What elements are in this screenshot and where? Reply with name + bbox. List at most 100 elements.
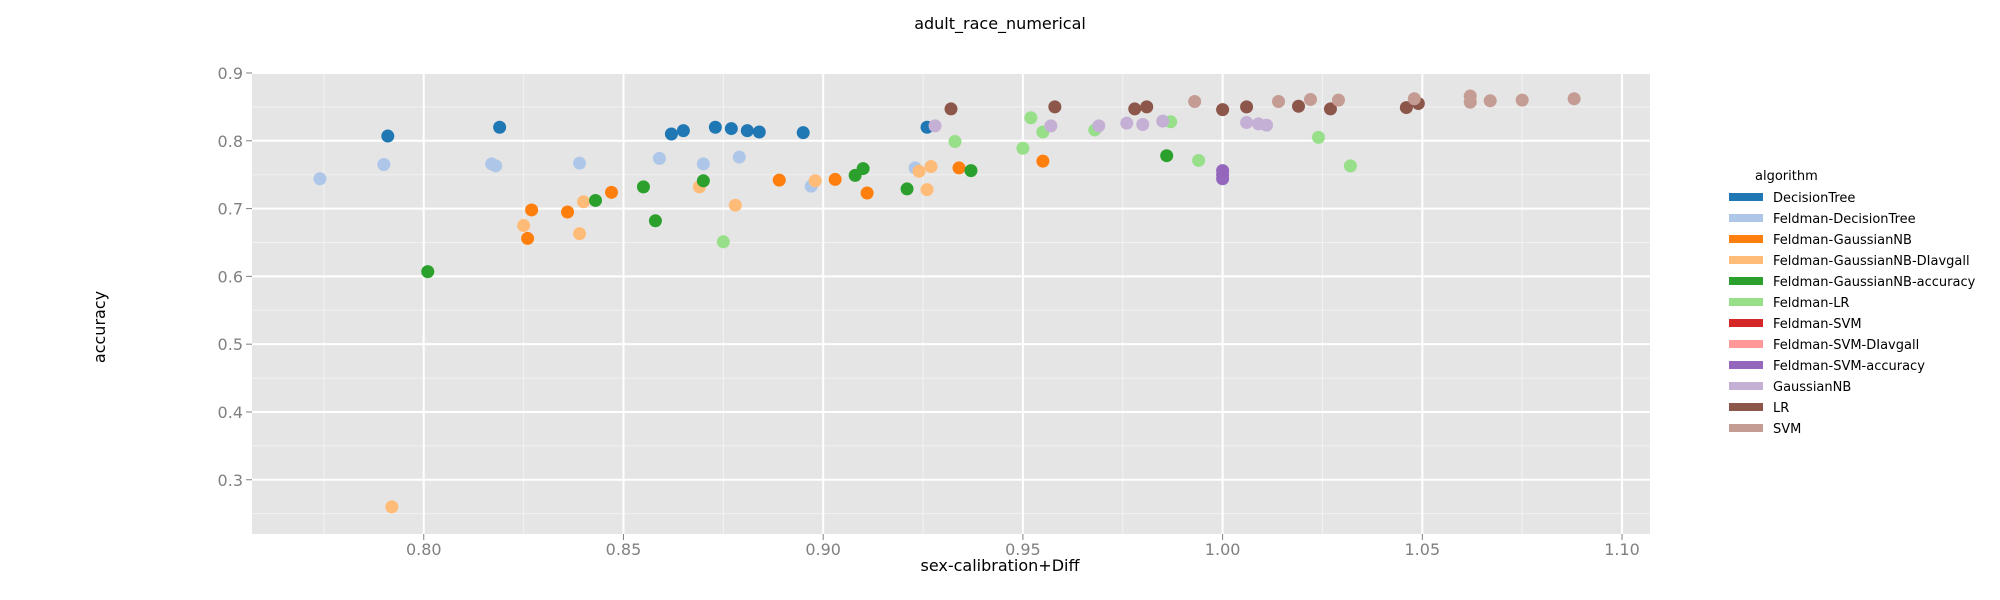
data-point (676, 124, 690, 138)
data-point (1303, 92, 1317, 106)
data-point (944, 102, 958, 116)
data-point (421, 265, 435, 279)
data-point (652, 151, 666, 165)
legend-swatch (1729, 235, 1763, 243)
data-point (828, 172, 842, 186)
data-point (573, 156, 587, 170)
data-point (1399, 101, 1413, 115)
data-point (1483, 94, 1497, 108)
data-point (636, 180, 650, 194)
legend-label: Feldman-SVM-DIavgall (1773, 338, 1919, 353)
data-point (664, 127, 678, 141)
data-point (696, 174, 710, 188)
data-point (912, 164, 926, 178)
data-point (948, 134, 962, 148)
data-point (900, 182, 914, 196)
data-point (1272, 94, 1286, 108)
data-point (604, 185, 618, 199)
series-group (313, 150, 922, 193)
data-point (313, 172, 327, 186)
data-point (1044, 119, 1058, 133)
y-tick-label: 0.3 (218, 471, 243, 490)
data-point (772, 173, 786, 187)
legend-label: Feldman-SVM-accuracy (1773, 359, 1925, 374)
data-point (1331, 93, 1345, 107)
series-group (521, 154, 1050, 245)
data-point (1567, 92, 1581, 106)
series-group (385, 160, 938, 514)
y-tick-label: 0.6 (218, 267, 243, 286)
data-point (385, 500, 399, 514)
legend: algorithm DecisionTree Feldman-DecisionTr… (1729, 169, 1976, 437)
data-point (1311, 130, 1325, 144)
data-point (381, 129, 395, 143)
data-point (928, 119, 942, 133)
data-point (1240, 115, 1254, 129)
legend-swatch (1729, 361, 1763, 369)
x-tick-label: 0.85 (606, 540, 642, 559)
legend-label: Feldman-SVM (1773, 317, 1862, 332)
data-point (952, 161, 966, 175)
data-point (920, 183, 934, 197)
legend-label: Feldman-GaussianNB-DIavgall (1773, 254, 1970, 269)
data-point (1016, 141, 1030, 155)
data-point (1092, 119, 1106, 133)
data-point (1192, 153, 1206, 167)
data-point (1515, 93, 1529, 107)
data-point (1216, 164, 1230, 178)
data-point (1036, 154, 1050, 168)
data-point (732, 150, 746, 164)
data-point (1216, 103, 1230, 117)
series-group (944, 97, 1425, 117)
data-point (924, 160, 938, 174)
x-tick-label: 0.95 (1005, 540, 1041, 559)
data-point (1292, 99, 1306, 113)
data-point (696, 157, 710, 171)
data-point (1156, 114, 1170, 128)
data-point (561, 205, 575, 219)
data-point (1128, 102, 1142, 116)
y-tick-label: 0.5 (218, 335, 243, 354)
data-point (489, 159, 503, 173)
legend-swatch (1729, 256, 1763, 264)
data-point (377, 158, 391, 172)
data-point (728, 198, 742, 212)
data-point (752, 125, 766, 139)
x-tick-label: 1.00 (1205, 540, 1241, 559)
legend-label: Feldman-GaussianNB-accuracy (1773, 275, 1976, 290)
data-point (1120, 116, 1134, 130)
data-point (525, 203, 539, 217)
data-point (740, 124, 754, 138)
grid-lines (252, 72, 1650, 534)
data-point (1024, 111, 1038, 125)
data-point (1188, 94, 1202, 108)
legend-label: SVM (1773, 422, 1801, 437)
legend-swatch (1729, 424, 1763, 432)
data-point (1407, 92, 1421, 106)
data-point (1463, 89, 1477, 103)
legend-swatch (1729, 214, 1763, 222)
data-point (493, 120, 507, 134)
legend-swatch (1729, 340, 1763, 348)
series-group (421, 149, 1174, 279)
legend-swatch (1729, 298, 1763, 306)
data-point (796, 126, 810, 140)
data-point (808, 174, 822, 188)
y-tick-label: 0.7 (218, 200, 243, 219)
data-point (724, 122, 738, 136)
x-tick-label: 0.90 (805, 540, 841, 559)
data-point (1240, 100, 1254, 114)
legend-label: Feldman-LR (1773, 296, 1849, 311)
data-point (1323, 102, 1337, 116)
data-point (860, 186, 874, 200)
legend-swatch (1729, 382, 1763, 390)
tick-labels: 0.80 0.85 0.90 0.95 1.00 1.05 1.10 0.3 0.4 0.5 0.6… (218, 64, 1640, 559)
data-point (573, 227, 587, 241)
legend-swatch (1729, 277, 1763, 285)
data-point (964, 164, 978, 178)
x-axis-label: sex-calibration+Diff (920, 556, 1080, 575)
legend-swatch (1729, 319, 1763, 327)
legend-label: DecisionTree (1773, 191, 1855, 206)
x-tick-label: 1.05 (1405, 540, 1441, 559)
